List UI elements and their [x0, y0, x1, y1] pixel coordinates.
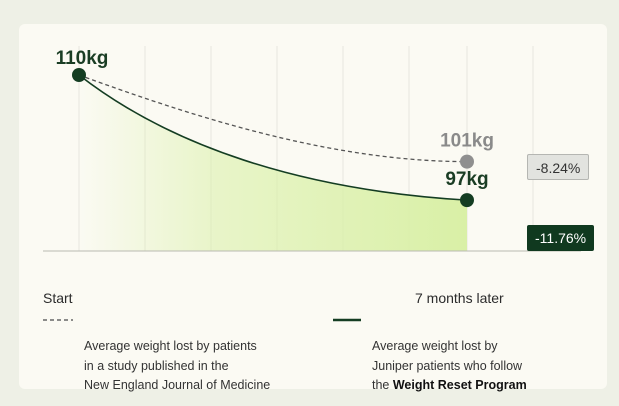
- study-series-line: [78, 74, 468, 163]
- juniper-series-line: [78, 74, 468, 201]
- weight-chart: 110kg 101kg 97kg: [43, 46, 581, 252]
- legend-solid-line3: the Weight Reset Program: [372, 376, 527, 396]
- start-point: [72, 68, 86, 82]
- study-change-badge: -8.24%: [527, 154, 590, 180]
- legend-dashed-line2: in a study published in the: [84, 358, 229, 373]
- juniper-end-point: [460, 193, 474, 208]
- study-end-label: 101kg: [440, 131, 494, 152]
- legend-solid-line2: Juniper patients who follow: [372, 358, 523, 373]
- start-value-label: 110kg: [56, 48, 109, 69]
- juniper-change-badge: -11.76%: [527, 225, 595, 251]
- chart-card: 110kg 101kg 97kg -8.24% -11.76% Start 7 mo…: [19, 24, 607, 392]
- x-label-start: Start: [43, 290, 73, 306]
- legend-solid-swatch: [333, 318, 361, 322]
- legend-dashed-line1: Average weight lost by patients: [84, 339, 257, 353]
- x-label-end: 7 months later: [415, 290, 504, 306]
- legend-solid-line1: Average weight lost by: [372, 339, 498, 353]
- juniper-end-label: 97kg: [445, 169, 488, 190]
- legend-dashed-swatch: [43, 319, 73, 321]
- legend-solid-prefix: the: [372, 378, 393, 392]
- study-end-point: [460, 154, 474, 169]
- juniper-area-fill: [79, 75, 467, 251]
- legend-solid-bold: Weight Reset Program: [392, 378, 527, 392]
- legend-dashed-line3: New England Journal of Medicine: [84, 378, 271, 392]
- legend-solid: Average weight lost by Juniper patients …: [372, 337, 527, 396]
- legend-dashed: Average weight lost by patients in a stu…: [84, 337, 270, 396]
